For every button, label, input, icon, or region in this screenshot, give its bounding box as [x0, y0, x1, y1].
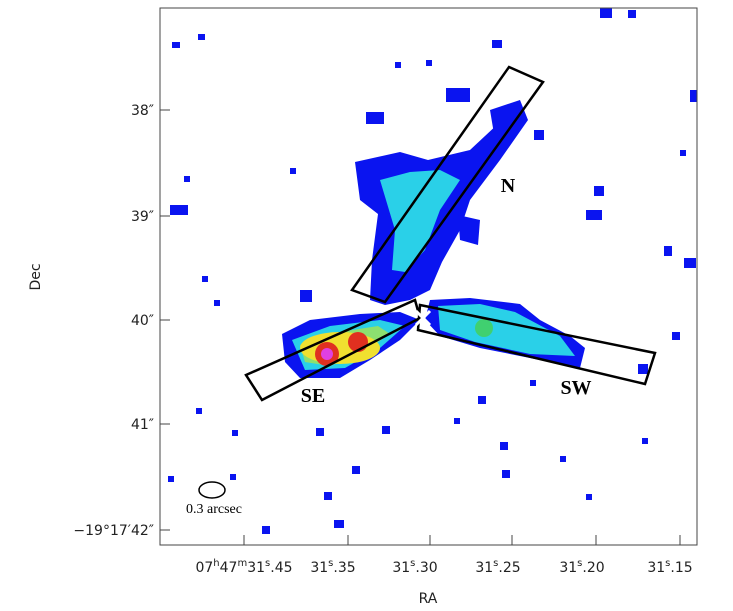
x-tick-label: 31s.20 [559, 558, 604, 576]
beam-ellipse [198, 481, 226, 499]
region-label: SW [560, 377, 591, 399]
x-tick-label: 31s.35 [310, 558, 355, 576]
center-cross [414, 309, 432, 327]
plot-frame [159, 7, 698, 546]
tick-marks [160, 109, 681, 545]
beam-label: 0.3 arcsec [186, 502, 242, 517]
x-tick-label: 31s.25 [475, 558, 520, 576]
region-label: N [501, 175, 516, 197]
x-tick-label: 31s.30 [392, 558, 437, 576]
x-tick-label: 31s.15 [647, 558, 692, 576]
y-axis-label: Dec [28, 263, 44, 290]
region-label: SE [301, 385, 325, 407]
y-tick-label: −19°17′42″ [73, 523, 154, 539]
y-tick-label: 41″ [131, 417, 154, 433]
emission-map [168, 8, 697, 534]
y-tick-label: 39″ [131, 209, 154, 225]
x-axis-label: RA [419, 591, 438, 607]
y-tick-label: 38″ [131, 103, 154, 119]
y-tick-label: 40″ [131, 313, 154, 329]
x-tick-label: 07h47m31s.45 [195, 558, 292, 576]
